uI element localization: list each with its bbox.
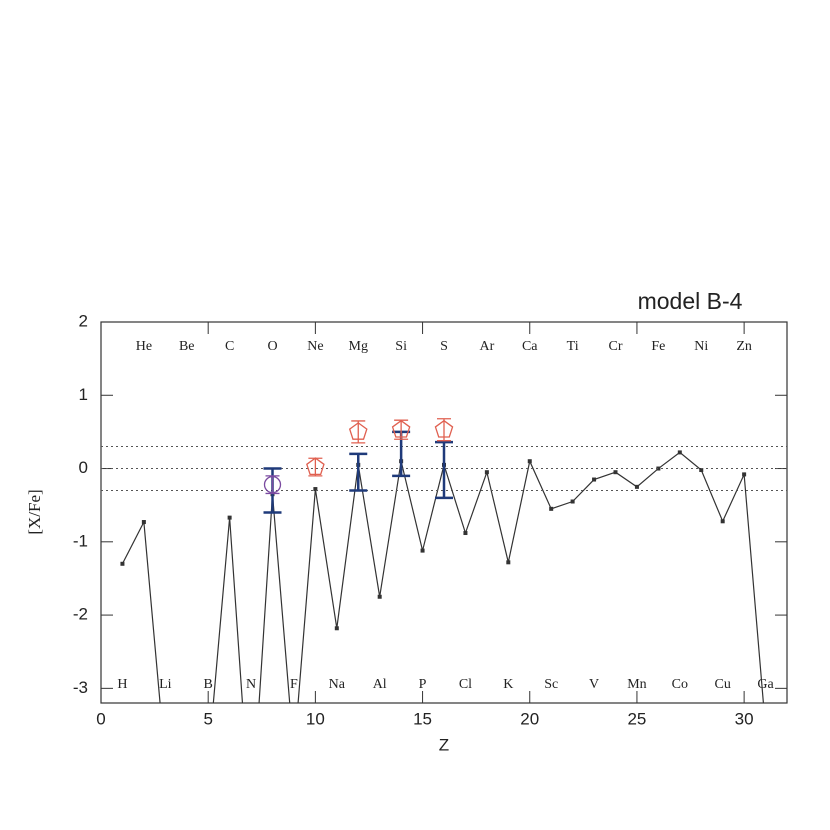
element-label: C bbox=[225, 339, 234, 354]
y-tick-label: -1 bbox=[73, 531, 88, 550]
data-point bbox=[527, 459, 532, 464]
x-tick-label: 25 bbox=[627, 709, 646, 728]
data-point bbox=[227, 515, 232, 520]
data-point bbox=[506, 560, 511, 565]
element-label: K bbox=[503, 677, 513, 692]
data-point bbox=[484, 470, 489, 475]
element-label: Be bbox=[179, 339, 195, 354]
y-tick-label: 0 bbox=[79, 458, 88, 477]
element-label: B bbox=[204, 677, 213, 692]
element-label: Mg bbox=[349, 339, 368, 354]
element-label: Ti bbox=[567, 339, 579, 354]
error-bar bbox=[435, 440, 453, 500]
data-point bbox=[334, 626, 339, 631]
element-label: Fe bbox=[651, 339, 665, 354]
element-label: Ca bbox=[522, 339, 538, 354]
x-tick-label: 5 bbox=[203, 709, 212, 728]
data-point bbox=[677, 450, 682, 455]
element-label: Na bbox=[329, 677, 346, 692]
data-point bbox=[391, 419, 411, 438]
data-point bbox=[263, 476, 282, 494]
data-point bbox=[699, 468, 704, 473]
element-label: F bbox=[290, 677, 298, 692]
element-label: Cl bbox=[459, 677, 472, 692]
element-label: Ga bbox=[757, 677, 774, 692]
data-point bbox=[634, 484, 639, 489]
plot-frame bbox=[100, 321, 788, 704]
data-point bbox=[742, 472, 747, 477]
error-bar bbox=[349, 452, 368, 492]
data-point bbox=[434, 419, 454, 438]
element-label: Co bbox=[672, 677, 688, 692]
x-axis-label: Z bbox=[439, 735, 449, 754]
element-label: H bbox=[117, 677, 127, 692]
data-point bbox=[656, 466, 661, 471]
y-tick-label: 1 bbox=[79, 385, 88, 404]
element-label: Ni bbox=[694, 339, 708, 354]
data-point bbox=[720, 519, 725, 524]
y-tick-label: 2 bbox=[79, 311, 88, 330]
data-point bbox=[592, 477, 597, 482]
data-line bbox=[121, 451, 765, 703]
x-tick-label: 10 bbox=[306, 709, 325, 728]
element-label: V bbox=[589, 677, 599, 692]
data-point bbox=[348, 422, 368, 440]
element-label: Li bbox=[159, 677, 172, 692]
data-point bbox=[306, 457, 325, 476]
element-label: Zn bbox=[736, 339, 752, 354]
data-point bbox=[313, 487, 318, 492]
chart-title: model B-4 bbox=[638, 288, 743, 314]
y-tick-label: -3 bbox=[73, 678, 88, 697]
data-point bbox=[549, 506, 554, 511]
element-label: Al bbox=[373, 677, 387, 692]
x-tick-label: 30 bbox=[735, 709, 754, 728]
x-tick-label: 15 bbox=[413, 709, 432, 728]
data-point bbox=[463, 531, 468, 536]
y-axis-label: [X/Fe] bbox=[25, 489, 44, 534]
x-tick-label: 20 bbox=[520, 709, 539, 728]
data-point bbox=[613, 470, 618, 475]
element-label: O bbox=[267, 339, 277, 354]
element-label: Cr bbox=[609, 339, 623, 354]
data-point bbox=[377, 594, 382, 599]
data-point bbox=[120, 561, 125, 566]
y-tick-label: -2 bbox=[73, 605, 88, 624]
x-tick-label: 0 bbox=[96, 709, 105, 728]
data-point bbox=[570, 499, 575, 504]
error-bar bbox=[265, 475, 280, 495]
element-label: Ne bbox=[307, 339, 323, 354]
data-point bbox=[141, 520, 146, 525]
element-label: N bbox=[246, 677, 256, 692]
element-label: Mn bbox=[627, 677, 646, 692]
element-label: He bbox=[136, 339, 152, 354]
plot-area bbox=[120, 450, 765, 703]
data-point bbox=[420, 548, 425, 553]
element-label: Ar bbox=[479, 339, 494, 354]
element-label: P bbox=[419, 677, 427, 692]
element-label: Cu bbox=[715, 677, 731, 692]
element-label: Si bbox=[395, 339, 407, 354]
element-label: S bbox=[440, 339, 448, 354]
element-label: Sc bbox=[544, 677, 558, 692]
